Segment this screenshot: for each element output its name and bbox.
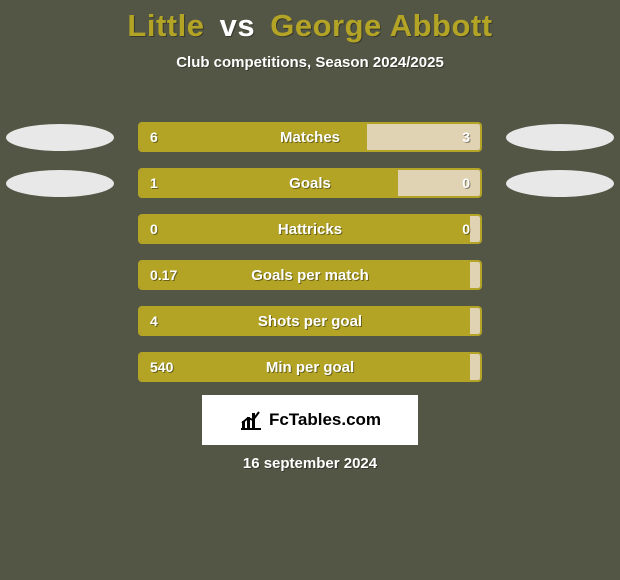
- vs-label: vs: [220, 8, 255, 43]
- player1-value: 1: [150, 175, 158, 191]
- player2-segment: [470, 262, 480, 288]
- stat-row: 540Min per goal: [0, 348, 620, 394]
- brand-text: FcTables.com: [269, 410, 381, 430]
- player2-segment: 3: [367, 124, 480, 150]
- stat-bar: 63: [138, 122, 482, 152]
- player2-badge: [506, 124, 614, 151]
- player2-segment: 0: [398, 170, 480, 196]
- player1-segment: 540: [140, 354, 470, 380]
- player2-name: George Abbott: [270, 8, 492, 43]
- comparison-chart: 63Matches10Goals00Hattricks0.17Goals per…: [0, 118, 620, 394]
- stat-row: 63Matches: [0, 118, 620, 164]
- player1-segment: 0.17: [140, 262, 470, 288]
- stat-bar: 10: [138, 168, 482, 198]
- player2-badge: [506, 170, 614, 197]
- stat-row: 00Hattricks: [0, 210, 620, 256]
- player1-badge: [6, 170, 114, 197]
- player2-segment: 0: [470, 216, 480, 242]
- player1-segment: 4: [140, 308, 470, 334]
- player2-value: 3: [462, 129, 470, 145]
- player1-value: 4: [150, 313, 158, 329]
- subtitle: Club competitions, Season 2024/2025: [0, 54, 620, 71]
- stat-row: 0.17Goals per match: [0, 256, 620, 302]
- stat-bar: 540: [138, 352, 482, 382]
- player1-segment: 1: [140, 170, 398, 196]
- stat-row: 4Shots per goal: [0, 302, 620, 348]
- player2-value: 0: [462, 221, 470, 237]
- player1-value: 6: [150, 129, 158, 145]
- player1-segment: 0: [140, 216, 470, 242]
- stat-bar: 4: [138, 306, 482, 336]
- comparison-infographic: Little vs George Abbott Club competition…: [0, 0, 620, 580]
- brand-badge: FcTables.com: [202, 395, 418, 445]
- page-title: Little vs George Abbott: [0, 0, 620, 44]
- chart-icon: [239, 409, 263, 431]
- stat-row: 10Goals: [0, 164, 620, 210]
- player1-value: 0.17: [150, 267, 177, 283]
- player1-name: Little: [127, 8, 204, 43]
- stat-bar: 0.17: [138, 260, 482, 290]
- player2-value: 0: [462, 175, 470, 191]
- date-label: 16 september 2024: [0, 455, 620, 472]
- player1-segment: 6: [140, 124, 367, 150]
- player2-segment: [470, 308, 480, 334]
- player1-badge: [6, 124, 114, 151]
- stat-bar: 00: [138, 214, 482, 244]
- player1-value: 540: [150, 359, 173, 375]
- player1-value: 0: [150, 221, 158, 237]
- player2-segment: [470, 354, 480, 380]
